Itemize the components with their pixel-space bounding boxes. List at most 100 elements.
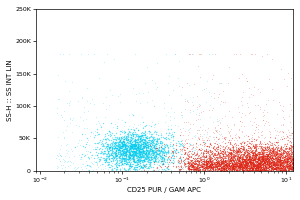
Point (257, 168, 262, 171)
Point (152, 144, 156, 147)
Point (151, 154, 156, 157)
Point (70, 117, 75, 120)
Point (169, 168, 173, 172)
Point (160, 155, 165, 158)
Point (196, 159, 201, 162)
Point (120, 148, 125, 152)
Point (238, 156, 242, 159)
Point (160, 154, 164, 157)
Point (146, 129, 150, 133)
Point (223, 156, 227, 159)
Point (264, 166, 268, 169)
Point (134, 169, 139, 172)
Point (274, 165, 278, 169)
Point (270, 146, 274, 150)
Point (123, 144, 128, 147)
Point (250, 168, 254, 171)
Point (124, 136, 128, 139)
Point (295, 168, 299, 171)
Point (105, 160, 110, 163)
Point (134, 151, 139, 155)
Point (295, 163, 299, 166)
Point (137, 159, 142, 162)
Point (256, 167, 261, 170)
Point (220, 162, 225, 165)
Point (233, 151, 238, 154)
Point (229, 145, 234, 148)
Point (212, 161, 216, 164)
Point (278, 159, 282, 162)
Point (170, 150, 175, 154)
Point (141, 135, 146, 138)
Point (272, 126, 276, 130)
Point (100, 163, 104, 166)
Point (259, 168, 264, 172)
Point (260, 167, 265, 170)
Point (247, 161, 252, 164)
Point (255, 153, 260, 156)
Point (281, 122, 286, 125)
Point (206, 164, 211, 168)
Point (148, 156, 153, 160)
Point (119, 144, 124, 147)
Point (121, 150, 126, 153)
Point (253, 144, 257, 147)
Point (150, 138, 154, 141)
Point (113, 161, 118, 164)
Point (209, 169, 214, 172)
Point (280, 138, 284, 141)
Point (143, 81, 148, 84)
Point (259, 159, 264, 162)
Point (256, 165, 261, 168)
Point (179, 141, 184, 145)
Point (240, 147, 245, 150)
Point (145, 150, 150, 153)
Point (286, 165, 291, 168)
Point (248, 168, 253, 172)
Point (281, 158, 286, 162)
Point (191, 161, 196, 164)
Point (257, 166, 262, 169)
Point (233, 156, 238, 159)
Point (144, 168, 148, 172)
Point (151, 145, 156, 148)
Point (246, 154, 251, 158)
Point (130, 149, 135, 152)
Point (123, 151, 128, 154)
Point (181, 145, 186, 148)
Point (208, 168, 212, 171)
Point (119, 141, 124, 144)
Point (218, 168, 222, 172)
Point (241, 140, 246, 144)
Point (76, 99, 80, 102)
Point (136, 158, 140, 161)
Point (237, 163, 242, 167)
Point (161, 144, 166, 148)
Point (284, 152, 289, 155)
Point (271, 148, 275, 151)
Point (171, 116, 176, 120)
Point (56, 158, 61, 161)
Point (284, 165, 289, 168)
Point (203, 158, 208, 162)
Point (257, 159, 262, 163)
Point (202, 162, 207, 166)
Point (203, 169, 208, 172)
Point (286, 153, 291, 156)
Point (134, 152, 138, 155)
Point (196, 160, 201, 163)
Point (227, 154, 232, 157)
Point (280, 156, 285, 159)
Point (109, 141, 114, 144)
Point (287, 155, 292, 158)
Point (120, 144, 125, 147)
Point (212, 151, 217, 155)
Point (260, 166, 264, 169)
Point (99, 142, 104, 146)
Point (130, 153, 135, 156)
Point (211, 150, 215, 154)
Point (278, 156, 283, 159)
Point (245, 161, 250, 164)
Point (213, 149, 218, 152)
Point (128, 143, 132, 146)
